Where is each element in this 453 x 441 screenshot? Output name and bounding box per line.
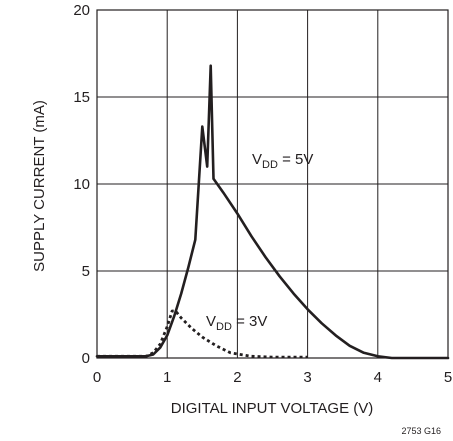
figure-id: 2753 G16 xyxy=(401,426,441,436)
x-tick-label-1: 1 xyxy=(163,369,171,386)
x-axis-label: DIGITAL INPUT VOLTAGE (V) xyxy=(171,400,374,417)
series-label-vdd-3v: VDD = 3V xyxy=(206,313,267,333)
series-line-vdd-3v xyxy=(97,309,308,359)
grid xyxy=(96,9,449,359)
y-tick-label-2: 10 xyxy=(73,176,90,193)
tick-labels: 0 1 2 3 4 5 0 5 10 15 20 xyxy=(73,2,452,386)
plot-frame xyxy=(96,9,449,359)
x-tick-label-3: 3 xyxy=(303,369,311,386)
series-layer xyxy=(95,64,450,360)
x-tick-label-5: 5 xyxy=(444,369,452,386)
x-tick-label-2: 2 xyxy=(233,369,241,386)
y-tick-label-4: 20 xyxy=(73,2,90,19)
y-tick-label-0: 0 xyxy=(82,350,90,367)
series-line-vdd-5v xyxy=(95,64,450,360)
x-tick-label-4: 4 xyxy=(374,369,382,386)
y-axis-label: SUPPLY CURRENT (mA) xyxy=(31,100,48,272)
y-tick-label-1: 5 xyxy=(82,263,90,280)
y-tick-label-3: 15 xyxy=(73,89,90,106)
x-tick-label-0: 0 xyxy=(93,369,101,386)
series-label-vdd-5v: VDD = 5V xyxy=(252,151,313,171)
